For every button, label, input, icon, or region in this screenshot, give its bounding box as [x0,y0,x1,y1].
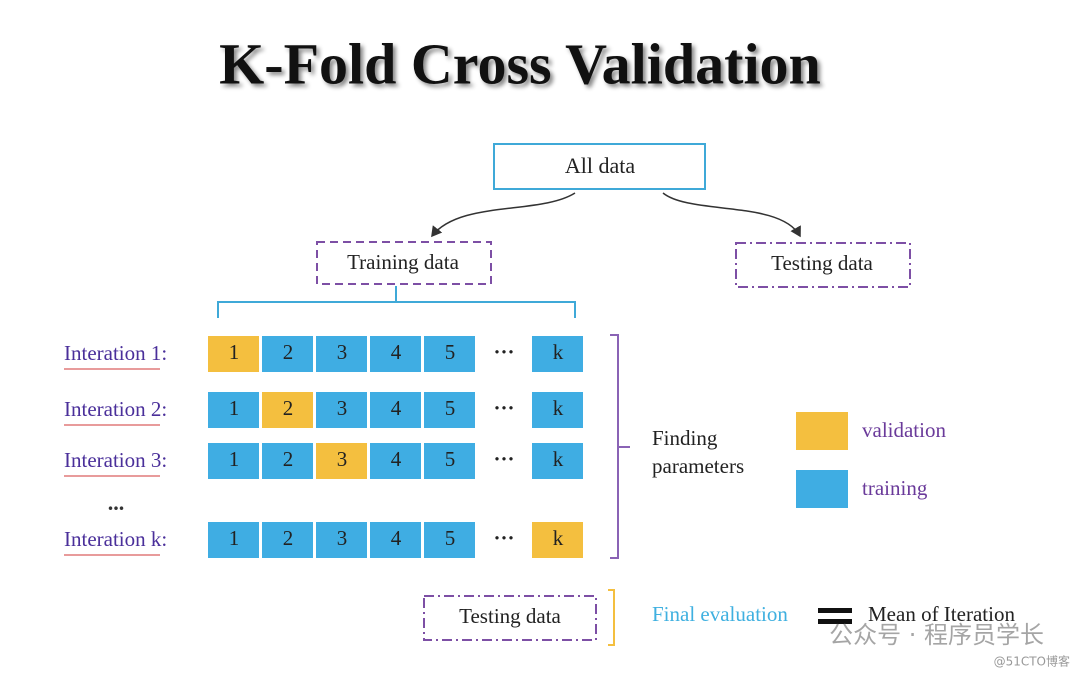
fold-ellipsis: ··· [493,447,514,471]
all-data-label: All data [565,153,635,178]
iteration-label: Interation 3: [64,448,167,472]
fold-label: 1 [229,447,240,471]
fold-cell [532,522,583,558]
fold-ellipsis: ··· [493,526,514,550]
fold-label: 5 [445,447,456,471]
fold-label: k [553,526,564,550]
training-box [316,241,492,285]
fold-label: 2 [283,526,294,550]
fold-cell [424,443,475,479]
fold-cell [370,443,421,479]
bracket-text: parameters [652,454,744,478]
fold-cell [208,522,259,558]
final-box-label: Testing data [459,604,561,628]
fold-label: 4 [391,526,402,550]
fold-cell [262,392,313,428]
testing-box [735,242,911,288]
fold-label: 4 [391,340,402,364]
fold-label: 3 [337,447,348,471]
fold-label: k [553,447,564,471]
fold-label: 3 [337,526,348,550]
fold-label: 1 [229,526,240,550]
fold-label: 5 [445,340,456,364]
iteration-label: Interation k: [64,527,167,551]
fold-cell [424,336,475,372]
fold-cell [532,392,583,428]
legend-swatch [796,470,848,508]
equals [818,619,852,624]
fold-cell [262,336,313,372]
arrow [662,192,801,238]
fold-label: 2 [283,396,294,420]
fold-label: 3 [337,340,348,364]
arrow [431,192,576,238]
all-data-box [493,143,706,190]
fold-cell [424,392,475,428]
legend-label: validation [862,418,946,442]
fold-label: 2 [283,447,294,471]
fold-label: 4 [391,396,402,420]
final-result: Mean of Iteration [868,602,1015,626]
fold-cell [208,336,259,372]
fold-label: 1 [229,340,240,364]
fold-label: k [553,396,564,420]
brace-right [610,334,630,559]
legend-swatch [796,412,848,450]
fold-label: 5 [445,526,456,550]
fold-cell [208,392,259,428]
fold-cell [532,443,583,479]
fold-cell [370,336,421,372]
fold-cell [316,443,367,479]
watermark: @51CTO博客 [994,654,1070,669]
fold-label: 4 [391,447,402,471]
fold-cell [208,443,259,479]
ellipsis: ... [108,490,125,515]
fold-cell [316,392,367,428]
fold-cell [370,392,421,428]
fold-cell [316,336,367,372]
iteration-label: Interation 1: [64,341,167,365]
final-box [423,595,597,641]
equals [818,608,852,613]
brace-final [608,589,615,646]
fold-label: 2 [283,340,294,364]
fold-ellipsis: ··· [493,340,514,364]
title: K-Fold Cross Validation [219,31,821,96]
fold-cell [370,522,421,558]
legend-label: training [862,476,928,500]
fold-cell [532,336,583,372]
iteration-label: Interation 2: [64,397,167,421]
bracket-text: Finding [652,426,718,450]
training-label: Training data [347,250,459,274]
brace-top [217,286,576,318]
fold-label: k [553,340,564,364]
fold-ellipsis: ··· [493,396,514,420]
fold-label: 1 [229,396,240,420]
testing-label: Testing data [771,251,873,275]
fold-cell [262,522,313,558]
fold-cell [424,522,475,558]
fold-label: 5 [445,396,456,420]
watermark: 公众号 · 程序员学长 [829,621,1044,649]
fold-cell [316,522,367,558]
fold-label: 3 [337,396,348,420]
final-label: Final evaluation [652,602,788,626]
fold-cell [262,443,313,479]
